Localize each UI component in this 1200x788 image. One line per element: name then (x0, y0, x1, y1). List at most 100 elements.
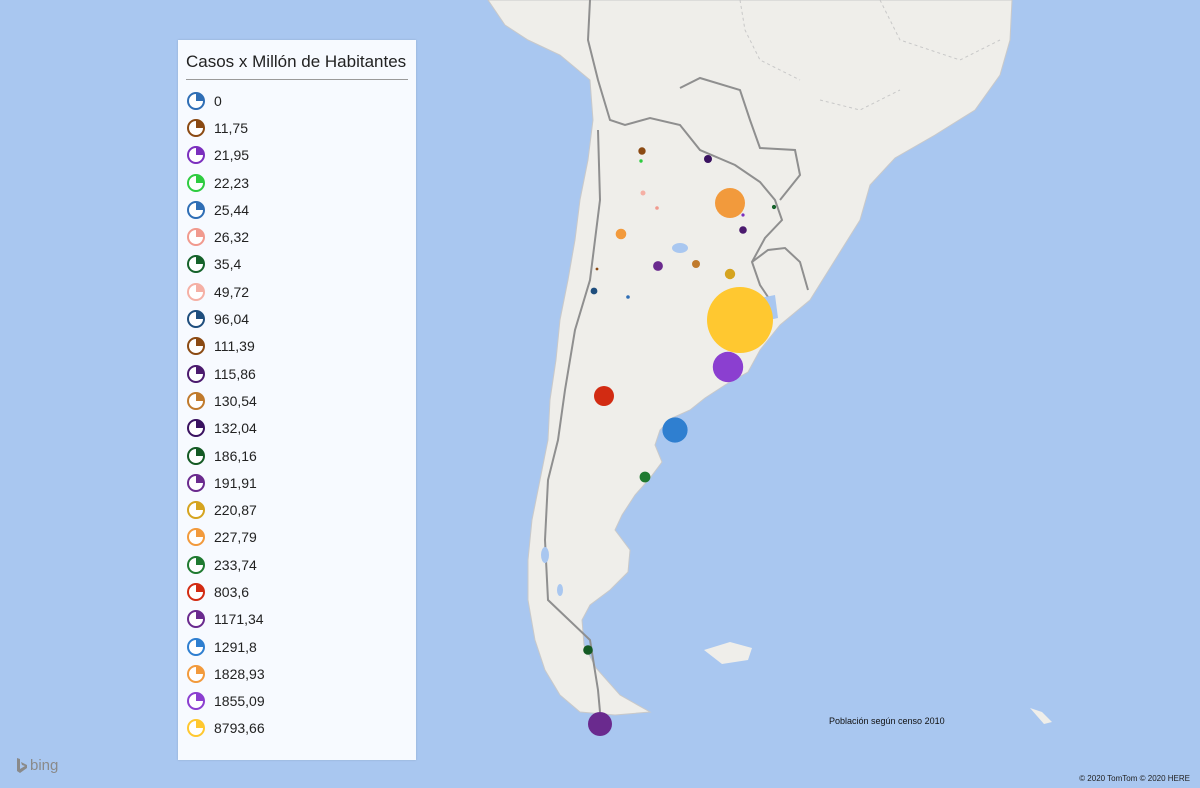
internal-borders (739, 0, 1001, 111)
legend-item[interactable]: 0 (186, 87, 265, 114)
legend-item[interactable]: 11,75 (186, 114, 265, 141)
legend-item-label: 115,86 (214, 365, 256, 382)
bubble-cordoba[interactable] (653, 261, 663, 271)
bubble-neuquen[interactable] (594, 386, 614, 406)
legend-item[interactable]: 21,95 (186, 142, 265, 169)
legend-item[interactable]: 26,32 (186, 223, 265, 250)
bubble-santa-fe[interactable] (715, 188, 745, 218)
pie-marker-icon (187, 337, 205, 356)
pie-marker-icon (187, 91, 205, 110)
legend-item-label: 22,23 (214, 174, 250, 191)
bing-icon (17, 757, 27, 773)
pie-marker-icon (187, 173, 205, 192)
legend-item[interactable]: 22,23 (186, 169, 265, 196)
legend-item-label: 233,74 (214, 556, 257, 573)
legend-item-label: 1828,93 (214, 665, 265, 682)
legend-item[interactable]: 35,4 (186, 251, 265, 278)
bubble-catamarca[interactable] (615, 228, 627, 240)
legend-item-label: 49,72 (214, 283, 250, 300)
legend-item-label: 21,95 (214, 147, 250, 164)
pie-marker-icon (187, 664, 205, 683)
bubble-la-rioja[interactable] (595, 267, 599, 271)
bubble-formosa[interactable] (741, 213, 745, 217)
bubble-buenos-aires[interactable] (712, 351, 744, 383)
bubble-tierra-del-fuego[interactable] (588, 712, 612, 736)
legend-item-label: 186,16 (214, 447, 257, 464)
legend-item[interactable]: 132,04 (186, 415, 265, 442)
bubble-san-luis[interactable] (626, 295, 630, 299)
legend-divider (186, 79, 408, 80)
bubble-salta-north[interactable] (639, 159, 643, 163)
legend-item[interactable]: 115,86 (186, 360, 265, 387)
pie-marker-icon (187, 473, 205, 492)
bubble-jujuy[interactable] (638, 147, 646, 155)
legend-item-label: 0 (214, 92, 222, 109)
pie-marker-icon (187, 419, 205, 438)
legend-item[interactable]: 1291,8 (186, 633, 265, 660)
legend-item-label: 26,32 (214, 229, 250, 246)
pie-marker-icon (187, 146, 205, 165)
legend-item-label: 111,39 (214, 338, 255, 355)
legend-item-label: 803,6 (214, 583, 250, 600)
pie-marker-icon (187, 255, 205, 274)
bubble-caba[interactable] (707, 287, 773, 353)
legend-item[interactable]: 130,54 (186, 387, 265, 414)
pie-marker-icon (187, 528, 205, 547)
bubble-corrientes[interactable] (739, 226, 747, 234)
bubble-misiones[interactable] (771, 204, 777, 210)
pie-marker-icon (187, 228, 205, 247)
legend-item[interactable]: 1171,34 (186, 606, 265, 633)
legend-item[interactable]: 233,74 (186, 551, 265, 578)
legend-title: Casos x Millón de Habitantes (186, 52, 407, 71)
census-note: Población según censo 2010 (829, 716, 945, 726)
legend-item[interactable]: 111,39 (186, 333, 265, 360)
falkland-islands (704, 642, 1052, 724)
lakes (541, 243, 688, 596)
bubble-santiago[interactable] (692, 260, 700, 268)
bubble-chubut[interactable] (662, 417, 688, 443)
pie-marker-icon (187, 719, 205, 738)
pie-marker-icon (187, 582, 205, 601)
legend-item[interactable]: 1828,93 (186, 660, 265, 687)
legend-item[interactable]: 8793,66 (186, 715, 265, 742)
bubble-chaco[interactable] (704, 155, 712, 163)
legend-item-label: 11,75 (214, 119, 248, 136)
bubble-tucuman[interactable] (640, 190, 646, 196)
landmass-south-america (487, 0, 1013, 716)
pie-marker-icon (187, 555, 205, 574)
legend-item[interactable]: 220,87 (186, 496, 265, 523)
legend-item-label: 1171,34 (214, 611, 264, 628)
pie-marker-icon (187, 282, 205, 301)
pie-marker-icon (187, 118, 205, 137)
map-copyright: © 2020 TomTom © 2020 HERE (1079, 774, 1190, 783)
legend-item[interactable]: 1855,09 (186, 688, 265, 715)
legend-panel: Casos x Millón de Habitantes 0 11,75 21,95… (178, 40, 416, 760)
legend-item-label: 96,04 (214, 311, 250, 328)
legend-items: 0 11,75 21,95 22,23 25,44 26,32 35,4 49,72 96,04… (186, 87, 265, 742)
pie-marker-icon (187, 610, 205, 629)
bing-logo[interactable]: bing (16, 757, 58, 774)
legend-item[interactable]: 191,91 (186, 469, 265, 496)
legend-item[interactable]: 96,04 (186, 305, 265, 332)
bubble-salta[interactable] (655, 206, 659, 210)
legend-item-label: 227,79 (214, 529, 257, 546)
bubble-mendoza[interactable] (590, 287, 598, 295)
bubble-entre-rios[interactable] (724, 268, 736, 280)
legend-item[interactable]: 186,16 (186, 442, 265, 469)
pie-marker-icon (187, 446, 205, 465)
legend-item-label: 220,87 (214, 502, 257, 519)
bubble-santa-cruz-north[interactable] (639, 471, 651, 483)
legend-item[interactable]: 25,44 (186, 196, 265, 223)
bubble-santa-cruz-south[interactable] (583, 645, 593, 655)
legend-item-label: 8793,66 (214, 720, 265, 737)
pie-marker-icon (187, 200, 205, 219)
legend-item-label: 132,04 (214, 420, 257, 437)
legend-item[interactable]: 803,6 (186, 578, 265, 605)
legend-item[interactable]: 49,72 (186, 278, 265, 305)
legend-item-label: 130,54 (214, 392, 257, 409)
pie-marker-icon (187, 364, 205, 383)
pie-marker-icon (187, 391, 205, 410)
legend-item[interactable]: 227,79 (186, 524, 265, 551)
pie-marker-icon (187, 692, 205, 711)
legend-item-label: 35,4 (214, 256, 242, 273)
